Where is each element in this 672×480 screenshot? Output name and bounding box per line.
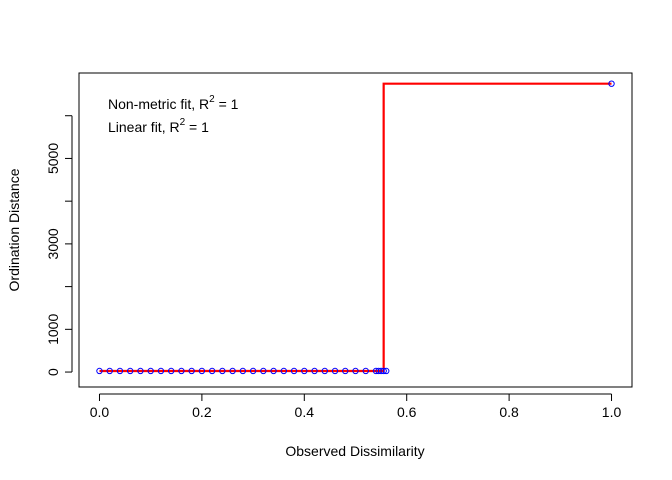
step-fit-line: [99, 82, 612, 373]
x-tick-label: 0.4: [295, 404, 315, 420]
annotation-linear-suffix: = 1: [185, 119, 209, 135]
data-point: [280, 367, 288, 375]
data-point: [362, 367, 369, 375]
x-tick-label: 0.6: [397, 404, 417, 420]
data-point: [96, 367, 103, 375]
points-layer: [96, 80, 615, 375]
plot-frame: [78, 72, 633, 388]
data-point: [127, 367, 134, 375]
data-point: [608, 80, 615, 87]
data-point: [239, 367, 247, 375]
y-tick-label: 5000: [45, 143, 61, 174]
x-tick-label: 1.0: [602, 404, 622, 420]
data-point: [219, 367, 226, 375]
annotation-nonmetric-suffix: = 1: [215, 96, 239, 112]
y-axis: 0 1000 3000 5000: [45, 115, 73, 376]
data-point: [178, 367, 185, 375]
data-point: [380, 367, 387, 375]
data-point: [198, 367, 206, 375]
data-point: [249, 367, 257, 375]
annotation-linear-prefix: Linear fit, R: [108, 119, 180, 135]
x-tick-label: 0.8: [499, 404, 519, 420]
data-point: [270, 367, 277, 375]
data-point: [157, 367, 165, 375]
data-point: [331, 367, 339, 375]
y-tick-label: 0: [45, 368, 61, 376]
data-point: [229, 367, 236, 375]
data-point: [167, 367, 175, 375]
annotation-nonmetric-fit: Non-metric fit, R2 = 1: [108, 94, 239, 112]
annotation-linear-fit: Linear fit, R2 = 1: [108, 117, 209, 135]
data-point: [352, 367, 359, 375]
x-axis-label: Observed Dissimilarity: [285, 443, 424, 459]
data-point: [260, 367, 267, 375]
x-tick-label: 0.0: [90, 404, 110, 420]
data-point: [188, 367, 195, 375]
data-point: [342, 367, 349, 375]
annotation-linear-sup: 2: [180, 117, 186, 128]
data-point: [116, 367, 124, 375]
data-point: [137, 367, 144, 375]
x-tick-label: 0.2: [192, 404, 212, 420]
data-point: [290, 367, 298, 375]
data-point: [383, 367, 390, 375]
step-fit-layer: [99, 82, 612, 373]
annotation-nonmetric-sup: 2: [209, 94, 215, 105]
y-tick-label: 3000: [45, 228, 61, 259]
data-point: [301, 367, 308, 375]
x-axis: 0.0 0.2 0.4 0.6 0.8 1.0: [90, 393, 622, 420]
data-point: [147, 367, 154, 375]
data-point: [106, 367, 113, 375]
y-axis-label: Ordination Distance: [6, 168, 22, 291]
annotation-nonmetric-prefix: Non-metric fit, R: [108, 96, 209, 112]
data-point: [311, 367, 318, 375]
data-point: [321, 367, 328, 375]
data-point: [208, 367, 216, 375]
y-tick-label: 1000: [45, 314, 61, 345]
